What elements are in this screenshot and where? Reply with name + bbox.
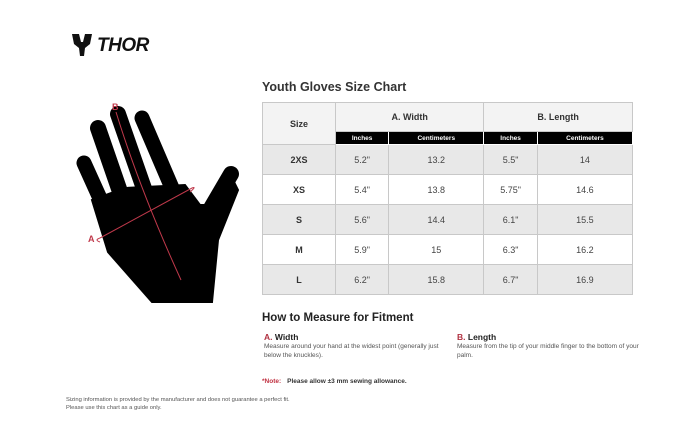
disclaimer-line: Sizing information is provided by the ma…: [66, 397, 290, 403]
hand-measurement-diagram: B A: [76, 102, 240, 303]
cell: 14: [536, 144, 634, 175]
cell: 5.2": [334, 144, 390, 175]
size-cell: S: [262, 204, 336, 235]
cell: 6.2": [334, 264, 390, 295]
note: *Note: Please allow ±3 mm sewing allowanc…: [262, 378, 407, 385]
cell: 5.5": [483, 144, 538, 175]
subheader: Inches: [334, 131, 390, 145]
length-letter: B.: [457, 332, 466, 342]
table-row: 2XS 5.2" 13.2 5.5" 14: [262, 144, 634, 175]
cell: 13.2: [388, 144, 485, 175]
note-label: *Note:: [262, 378, 282, 385]
subheader: Centimeters: [536, 131, 634, 145]
cell: 6.7": [483, 264, 538, 295]
cell: 6.1": [483, 204, 538, 235]
cell: 5.6": [334, 204, 390, 235]
size-cell: L: [262, 264, 336, 295]
cell: 15.8: [388, 264, 485, 295]
svg-text:THOR: THOR: [97, 35, 150, 56]
cell: 16.2: [536, 234, 634, 265]
subheader: Centimeters: [388, 131, 485, 145]
table-row: XS 5.4" 13.8 5.75" 14.6: [262, 174, 634, 205]
disclaimer: Sizing information is provided by the ma…: [66, 396, 290, 412]
cell: 5.75": [483, 174, 538, 205]
cell: 5.4": [334, 174, 390, 205]
width-letter: A.: [264, 332, 273, 342]
length-header: B. Length: [483, 102, 633, 132]
cell: 5.9": [334, 234, 390, 265]
width-text: Measure around your hand at the widest p…: [264, 343, 439, 359]
cell: 16.9: [536, 264, 634, 295]
disclaimer-line: Please use this chart as a guide only.: [66, 405, 162, 411]
size-header: Size: [262, 102, 336, 145]
width-instructions: A. Width Measure around your hand at the…: [264, 333, 449, 360]
size-cell: M: [262, 234, 336, 265]
length-text: Measure from the tip of your middle fing…: [457, 343, 639, 359]
cell: 14.4: [388, 204, 485, 235]
table-row: S 5.6" 14.4 6.1" 15.5: [262, 204, 634, 235]
note-text: Please allow ±3 mm sewing allowance.: [287, 378, 407, 385]
length-instructions: B. Length Measure from the tip of your m…: [457, 333, 642, 360]
cell: 15.5: [536, 204, 634, 235]
cell: 14.6: [536, 174, 634, 205]
cell: 6.3": [483, 234, 538, 265]
size-cell: 2XS: [262, 144, 336, 175]
length-label: Length: [467, 332, 497, 342]
cell: 13.8: [388, 174, 485, 205]
label-b: B: [112, 102, 119, 112]
width-header: A. Width: [334, 102, 485, 132]
howto-title: How to Measure for Fitment: [262, 312, 414, 324]
table-row: L 6.2" 15.8 6.7" 16.9: [262, 264, 634, 295]
size-table: Size A. Width B. Length Inches Centimete…: [262, 102, 634, 295]
subheader: Inches: [483, 131, 538, 145]
cell: 15: [388, 234, 485, 265]
page-title: Youth Gloves Size Chart: [262, 80, 407, 94]
width-label: Width: [274, 332, 299, 342]
label-a: A: [88, 234, 95, 244]
size-cell: XS: [262, 174, 336, 205]
thor-logo: THOR: [70, 30, 175, 63]
table-row: M 5.9" 15 6.3" 16.2: [262, 234, 634, 265]
